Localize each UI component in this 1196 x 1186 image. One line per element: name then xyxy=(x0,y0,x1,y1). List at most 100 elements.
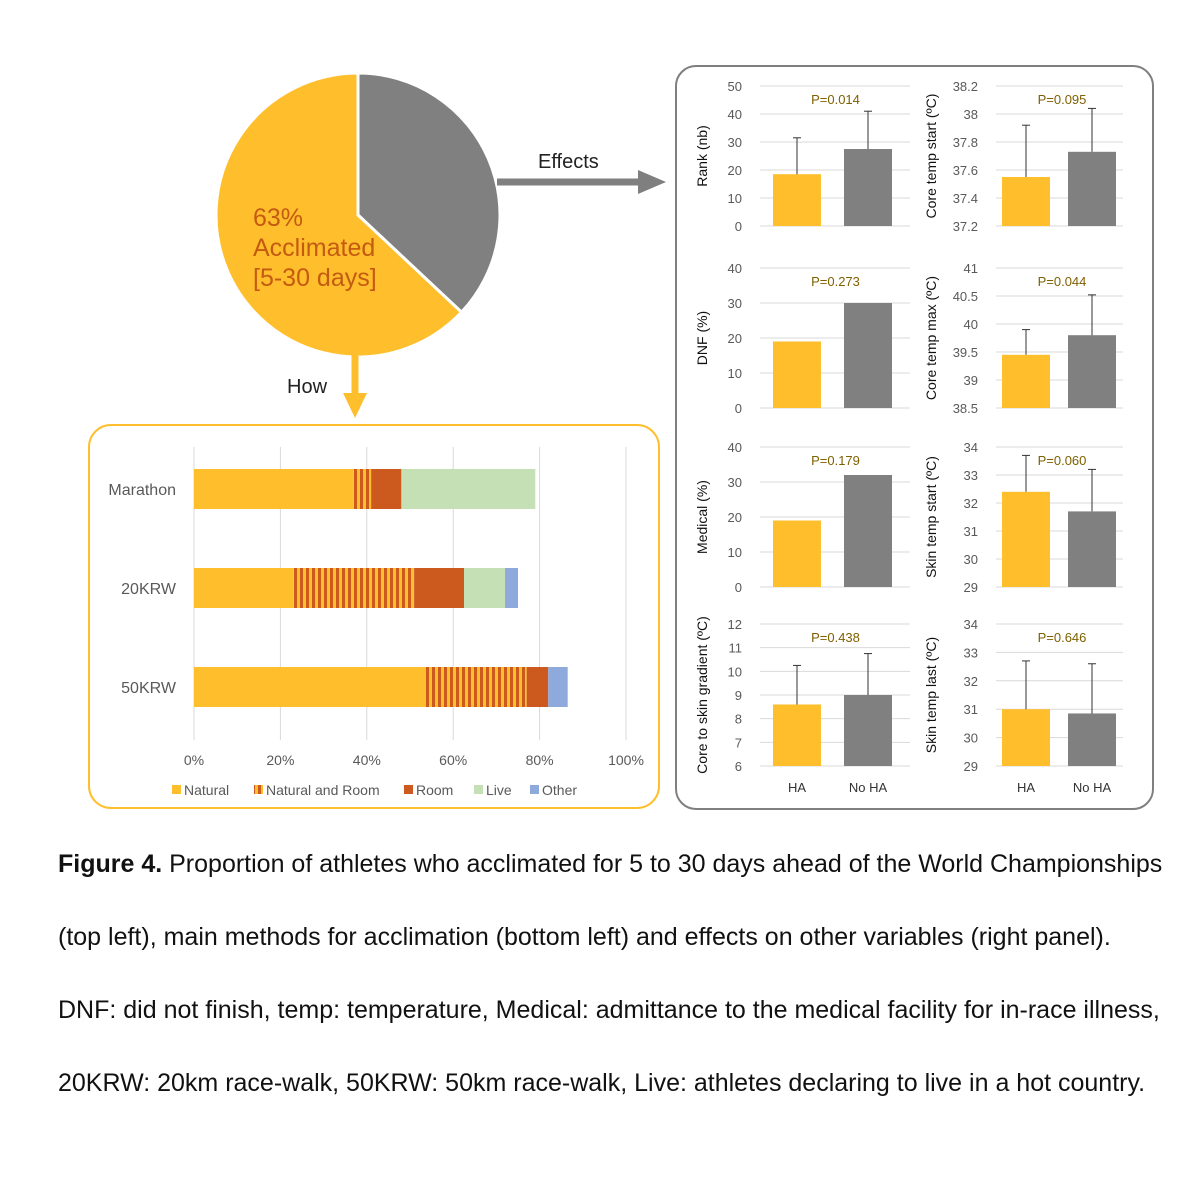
legend-label: Natural and Room xyxy=(266,782,380,798)
y-axis-label: Skin temp start (ºC) xyxy=(923,456,939,578)
y-tick-label: 38 xyxy=(964,107,978,122)
y-tick-label: 8 xyxy=(735,712,742,727)
y-tick-label: 37.6 xyxy=(953,163,978,178)
p-value-label: P=0.095 xyxy=(1038,92,1087,107)
y-tick-label: 0 xyxy=(735,580,742,595)
bar-no-ha xyxy=(1068,511,1116,587)
x-tick-label: 100% xyxy=(608,752,644,768)
y-tick-label: 30 xyxy=(964,552,978,567)
effect-chart: 0 10 20 30 40 DNF (%) P=0.273 xyxy=(694,261,910,416)
y-tick-label: 39.5 xyxy=(953,345,978,360)
y-tick-label: 11 xyxy=(729,641,743,656)
effects-panel xyxy=(675,65,1154,810)
y-axis-label: Medical (%) xyxy=(694,480,710,554)
bar-ha xyxy=(1002,709,1050,766)
pie-label-line: Acclimated xyxy=(253,234,375,262)
bar-segment xyxy=(194,667,423,707)
legend-label: Live xyxy=(486,782,512,798)
y-tick-label: 37.4 xyxy=(953,191,978,206)
y-tick-label: 20 xyxy=(728,163,742,178)
bar-segment xyxy=(464,568,506,608)
bar-no-ha xyxy=(844,149,892,226)
pie-label-line: 63% xyxy=(253,204,303,232)
effect-chart: 6 7 8 9 10 11 12 Core to skin gradient (ºC) P=0.… xyxy=(694,616,910,795)
figure-caption: Figure 4. Proportion of athletes who acc… xyxy=(58,828,1168,1120)
pie-label: 63% Acclimated [5-30 days] xyxy=(253,204,377,292)
methods-stacked-bar-chart: 0% 20% 40% 60% 80% 100% Marathon 20KRW 50KRW Natu… xyxy=(108,447,644,798)
p-value-label: P=0.179 xyxy=(811,453,860,468)
how-label: How xyxy=(287,376,328,398)
y-tick-label: 10 xyxy=(728,366,742,381)
bar-no-ha xyxy=(844,303,892,408)
y-tick-label: 38.2 xyxy=(953,79,978,94)
caption-text: Proportion of athletes who acclimated fo… xyxy=(58,850,1163,1097)
bar-segment xyxy=(548,667,568,707)
y-axis-label: DNF (%) xyxy=(694,311,710,365)
p-value-label: P=0.646 xyxy=(1038,630,1087,645)
effects-bar-charts: 0 10 20 30 40 50 Rank (nb) P=0.014 37.2 37.4 37.6 3… xyxy=(694,79,1123,795)
y-axis-label: Core to skin gradient (ºC) xyxy=(694,616,710,774)
bar-no-ha xyxy=(1068,335,1116,408)
x-tick-label: 0% xyxy=(184,752,204,768)
pie-slice-not-acclimated xyxy=(356,71,502,315)
y-tick-label: 37.8 xyxy=(953,135,978,150)
y-tick-label: 40 xyxy=(728,107,742,122)
bar-no-ha xyxy=(844,475,892,587)
y-tick-label: 30 xyxy=(728,296,742,311)
pie-label-line: [5-30 days] xyxy=(253,264,377,292)
x-tick-label: 60% xyxy=(439,752,467,768)
y-axis-label: Rank (nb) xyxy=(694,125,710,186)
y-axis-label: Skin temp last (ºC) xyxy=(923,637,939,753)
y-tick-label: 10 xyxy=(728,545,742,560)
y-tick-label: 34 xyxy=(964,440,978,455)
effects-label: Effects xyxy=(538,151,599,173)
bar-ha xyxy=(1002,354,1050,408)
y-tick-label: 32 xyxy=(964,674,978,689)
bar-segment xyxy=(353,469,372,509)
p-value-label: P=0.273 xyxy=(811,274,860,289)
bar-segment xyxy=(422,667,527,707)
methods-panel xyxy=(88,424,660,809)
x-category-label: No HA xyxy=(1073,780,1112,795)
effect-chart: 0 10 20 30 40 50 Rank (nb) P=0.014 xyxy=(694,79,910,234)
bar-segment xyxy=(293,568,415,608)
p-value-label: P=0.060 xyxy=(1038,453,1087,468)
x-tick-label: 20% xyxy=(266,752,294,768)
y-tick-label: 40 xyxy=(728,261,742,276)
y-tick-label: 30 xyxy=(964,731,978,746)
y-tick-label: 31 xyxy=(964,524,978,539)
bar-segment xyxy=(194,469,354,509)
bar-ha xyxy=(1002,491,1050,587)
bar-ha xyxy=(773,174,821,226)
y-tick-label: 37.2 xyxy=(953,219,978,234)
bar-no-ha xyxy=(1068,713,1116,766)
bar-segment xyxy=(371,469,402,509)
y-tick-label: 40 xyxy=(964,317,978,332)
bar-segment xyxy=(526,667,549,707)
pie-slice-acclimated xyxy=(214,71,464,359)
y-tick-label: 20 xyxy=(728,510,742,525)
category-label: Marathon xyxy=(108,482,176,499)
y-tick-label: 30 xyxy=(728,135,742,150)
y-tick-label: 6 xyxy=(735,759,742,774)
category-label: 20KRW xyxy=(121,581,177,598)
y-axis-label: Core temp start (ºC) xyxy=(923,94,939,219)
x-tick-label: 40% xyxy=(353,752,381,768)
legend-swatch xyxy=(254,785,263,794)
y-tick-label: 34 xyxy=(964,617,978,632)
y-tick-label: 32 xyxy=(964,496,978,511)
effects-arrow xyxy=(497,170,666,194)
effect-chart: 0 10 20 30 40 Medical (%) P=0.179 xyxy=(694,440,910,595)
bar-segment xyxy=(401,469,536,509)
y-tick-label: 12 xyxy=(728,617,742,632)
effect-chart: 29 30 31 32 33 34 Skin temp start (ºC) P=0.060 xyxy=(923,440,1123,595)
bar-segment xyxy=(414,568,464,608)
y-tick-label: 0 xyxy=(735,219,742,234)
x-category-label: No HA xyxy=(849,780,888,795)
bar-no-ha xyxy=(844,695,892,766)
y-tick-label: 50 xyxy=(728,79,742,94)
effect-chart: 29 30 31 32 33 34 Skin temp last (ºC) P=0.646 HA… xyxy=(923,617,1123,795)
bar-ha xyxy=(773,704,821,766)
legend-label: Other xyxy=(542,782,577,798)
p-value-label: P=0.014 xyxy=(811,92,860,107)
